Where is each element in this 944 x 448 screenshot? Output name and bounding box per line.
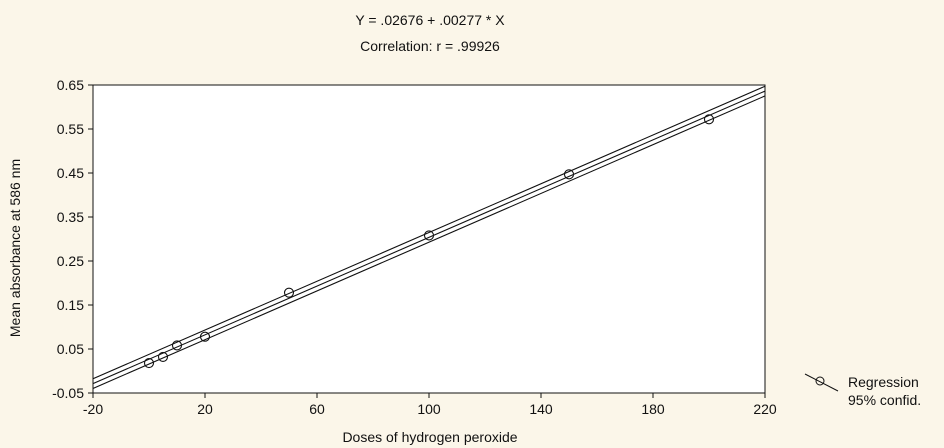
y-tick-label: 0.65	[57, 77, 84, 93]
x-axis-label: Doses of hydrogen peroxide	[342, 429, 517, 445]
chart-title: Y = .02676 + .00277 * X	[355, 12, 505, 28]
regression-lines	[93, 85, 765, 389]
legend-regression-label: Regression	[848, 374, 919, 390]
x-tick-label: 140	[529, 401, 553, 417]
confidence-band-lower	[93, 95, 765, 389]
legend: Regression 95% confid.	[804, 373, 921, 408]
legend-confidence-label: 95% confid.	[848, 392, 921, 408]
data-point	[563, 169, 575, 180]
legend-regression-marker	[815, 376, 825, 386]
x-tick-label: -20	[83, 401, 103, 417]
x-tick-label: 60	[309, 401, 325, 417]
data-point	[423, 230, 435, 241]
axis-layer: -20 20 60 100 140 180 220 -0.05 0.05 0.15 0.25 0.35…	[52, 77, 777, 417]
data-point	[157, 351, 169, 362]
y-tick-label: 0.05	[57, 341, 84, 357]
y-tick-label: -0.05	[52, 385, 84, 401]
plot-frame	[92, 84, 766, 394]
legend-regression-line-swatch	[804, 373, 839, 392]
x-tick-label: 100	[417, 401, 441, 417]
y-tick-label: 0.35	[57, 209, 84, 225]
data-point	[199, 331, 211, 342]
y-axis-label: Mean absorbance at 586 nm	[7, 159, 23, 337]
chart-subtitle: Correlation: r = .99926	[360, 38, 500, 54]
y-tick-label: 0.15	[57, 297, 84, 313]
x-tick-label: 180	[641, 401, 665, 417]
data-point	[283, 287, 295, 298]
data-point	[703, 114, 715, 125]
data-point	[143, 358, 155, 369]
x-tick-label: 20	[197, 401, 213, 417]
data-point	[171, 340, 183, 351]
x-tick-label: 220	[753, 401, 777, 417]
plot-area	[92, 84, 766, 394]
regression-line	[93, 90, 765, 385]
y-tick-label: 0.55	[57, 121, 84, 137]
confidence-band-upper	[93, 85, 765, 380]
y-tick-label: 0.45	[57, 165, 84, 181]
y-tick-label: 0.25	[57, 253, 84, 269]
